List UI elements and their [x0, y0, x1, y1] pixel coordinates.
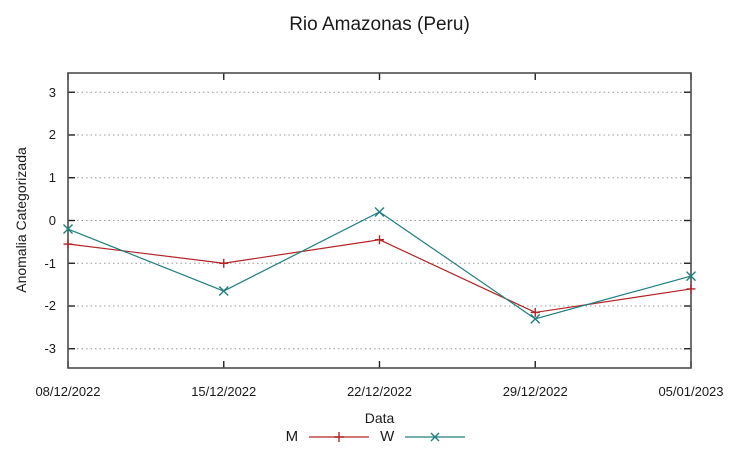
plus-marker-icon — [63, 239, 73, 249]
x-tick-label: 29/12/2022 — [502, 384, 568, 399]
cross-marker-icon — [430, 432, 440, 441]
x-tick-label: 15/12/2022 — [191, 384, 257, 399]
x-axis-label: Data — [364, 410, 395, 426]
cross-marker-icon — [530, 313, 541, 324]
x-tick-label: 05/01/2023 — [658, 384, 724, 399]
legend-sample-w — [405, 432, 466, 441]
cross-marker-icon — [686, 271, 696, 282]
plus-marker-icon — [334, 431, 345, 442]
legend: M W — [0, 428, 753, 445]
legend-label-m: M — [285, 428, 299, 445]
legend-sample-m — [309, 431, 370, 442]
y-tick-label: -2 — [44, 298, 56, 313]
plot-border — [67, 72, 692, 369]
cross-marker-icon — [374, 206, 385, 217]
y-tick-label: 0 — [48, 213, 56, 228]
x-tick-label: 08/12/2022 — [35, 384, 101, 399]
cross-marker-icon — [63, 224, 73, 235]
y-tick-label: -3 — [44, 341, 56, 356]
y-tick-label: 2 — [48, 127, 56, 142]
cross-marker-icon — [218, 286, 229, 297]
plus-marker-icon — [686, 284, 696, 294]
plus-marker-icon — [219, 258, 229, 268]
legend-label-w: W — [380, 428, 395, 445]
x-tick-label: 22/12/2022 — [346, 384, 413, 399]
y-tick-label: 3 — [48, 85, 56, 100]
plus-marker-icon — [530, 307, 540, 317]
y-tick-label: 1 — [48, 170, 56, 185]
plus-marker-icon — [375, 235, 384, 245]
chart-title: Rio Amazonas (Peru) — [289, 14, 470, 35]
y-tick-label: -1 — [44, 256, 56, 271]
